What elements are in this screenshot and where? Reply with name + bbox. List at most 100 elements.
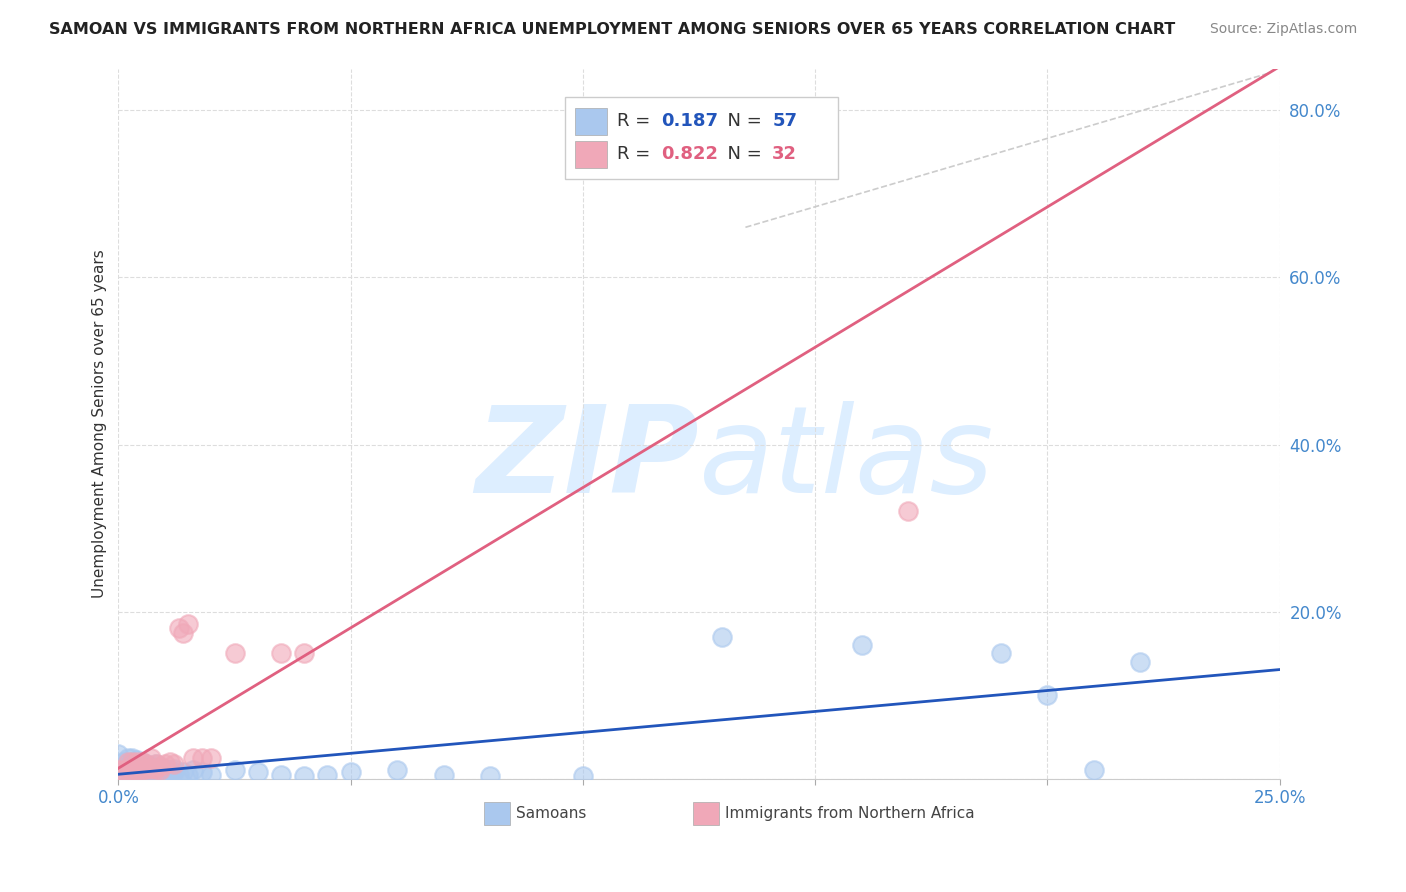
Point xyxy=(1036,688,1059,702)
Point xyxy=(131,755,153,769)
Text: atlas: atlas xyxy=(699,401,994,517)
Point xyxy=(139,767,162,781)
Point xyxy=(177,767,200,781)
Point xyxy=(121,755,143,769)
Point xyxy=(711,120,734,134)
Point xyxy=(990,647,1012,661)
Point xyxy=(145,762,167,776)
Point xyxy=(125,765,148,780)
Text: N =: N = xyxy=(717,145,768,163)
Point xyxy=(131,755,153,769)
Point xyxy=(153,765,176,780)
Point xyxy=(711,630,734,644)
Point xyxy=(572,769,595,783)
Point xyxy=(112,755,135,769)
Point xyxy=(479,769,502,783)
Point xyxy=(117,755,139,769)
Point xyxy=(131,764,153,778)
Point xyxy=(1083,764,1105,778)
Point xyxy=(139,762,162,776)
Bar xyxy=(575,141,607,168)
Point xyxy=(191,765,214,780)
Point xyxy=(270,767,292,781)
Point xyxy=(139,759,162,773)
Point xyxy=(125,764,148,778)
Bar xyxy=(693,802,718,825)
Point xyxy=(112,764,135,778)
Point xyxy=(135,762,157,776)
Point xyxy=(149,759,172,773)
Point xyxy=(172,765,194,780)
Point xyxy=(135,762,157,776)
Point xyxy=(181,764,204,778)
Point xyxy=(131,759,153,773)
Point xyxy=(117,764,139,778)
Point xyxy=(200,767,222,781)
Point xyxy=(135,765,157,780)
Point xyxy=(121,764,143,778)
Point xyxy=(163,762,186,776)
Point xyxy=(145,756,167,771)
Point xyxy=(292,769,315,783)
Point xyxy=(107,764,129,778)
Point xyxy=(246,765,269,780)
Point xyxy=(897,504,920,518)
Point xyxy=(145,762,167,776)
Point xyxy=(159,755,181,769)
Point xyxy=(385,764,408,778)
Point xyxy=(1129,655,1152,669)
Point xyxy=(112,764,135,778)
Point xyxy=(200,751,222,765)
Point xyxy=(316,767,339,781)
Point xyxy=(163,756,186,771)
Point xyxy=(292,647,315,661)
Point xyxy=(139,764,162,778)
Point xyxy=(117,759,139,773)
Point xyxy=(139,751,162,765)
Point xyxy=(131,764,153,778)
Point xyxy=(145,756,167,771)
Text: N =: N = xyxy=(717,112,768,130)
Text: 57: 57 xyxy=(772,112,797,130)
Point xyxy=(191,751,214,765)
Text: SAMOAN VS IMMIGRANTS FROM NORTHERN AFRICA UNEMPLOYMENT AMONG SENIORS OVER 65 YEA: SAMOAN VS IMMIGRANTS FROM NORTHERN AFRIC… xyxy=(49,22,1175,37)
Bar xyxy=(575,108,607,135)
Point xyxy=(149,767,172,781)
Point xyxy=(270,647,292,661)
Point xyxy=(167,767,190,781)
Point xyxy=(224,647,246,661)
Point xyxy=(339,765,361,780)
Bar xyxy=(484,802,510,825)
Point xyxy=(159,767,181,781)
Text: Samoans: Samoans xyxy=(516,806,586,822)
Point xyxy=(159,764,181,778)
Point xyxy=(181,751,204,765)
FancyBboxPatch shape xyxy=(565,97,838,178)
Point xyxy=(125,756,148,771)
Text: 0.187: 0.187 xyxy=(661,112,717,130)
Text: Immigrants from Northern Africa: Immigrants from Northern Africa xyxy=(724,806,974,822)
Text: ZIP: ZIP xyxy=(475,401,699,517)
Point xyxy=(153,762,176,776)
Point xyxy=(131,767,153,781)
Point xyxy=(121,755,143,769)
Point xyxy=(121,764,143,778)
Point xyxy=(125,762,148,776)
Y-axis label: Unemployment Among Seniors over 65 years: Unemployment Among Seniors over 65 years xyxy=(93,249,107,598)
Point xyxy=(224,764,246,778)
Point xyxy=(117,751,139,765)
Point xyxy=(121,751,143,765)
Text: 0.822: 0.822 xyxy=(661,145,717,163)
Point xyxy=(163,765,186,780)
Point xyxy=(153,756,176,771)
Point xyxy=(145,765,167,780)
Point xyxy=(149,764,172,778)
Text: R =: R = xyxy=(617,112,655,130)
Point xyxy=(149,764,172,778)
Point xyxy=(107,747,129,761)
Point xyxy=(125,754,148,768)
Point xyxy=(135,756,157,771)
Text: R =: R = xyxy=(617,145,655,163)
Text: 32: 32 xyxy=(772,145,797,163)
Text: Source: ZipAtlas.com: Source: ZipAtlas.com xyxy=(1209,22,1357,37)
